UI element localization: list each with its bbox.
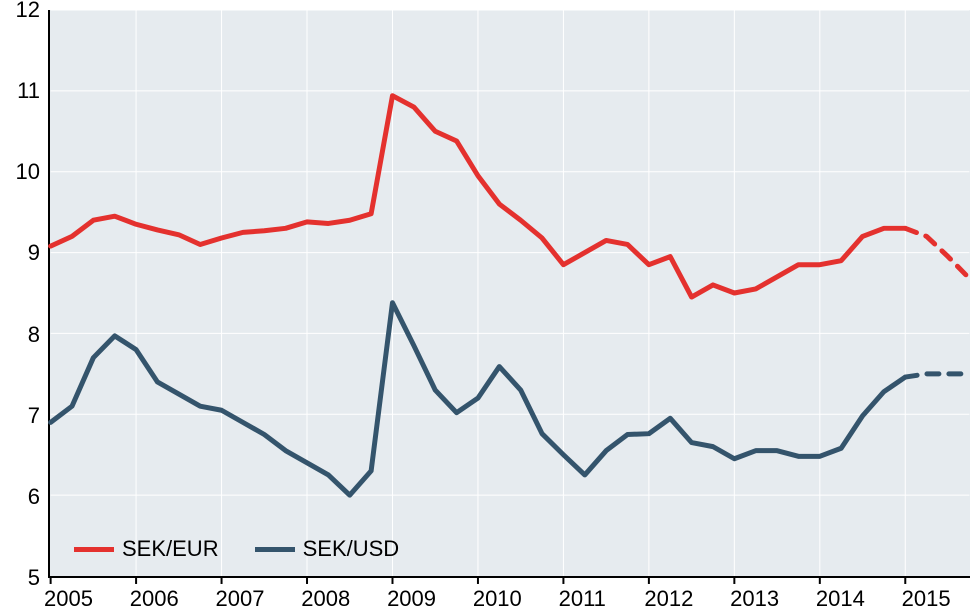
y-tick-label: 11: [0, 78, 40, 104]
x-tick-label: 2015: [902, 586, 951, 612]
legend-label: SEK/USD: [303, 536, 400, 562]
legend-item-sek-usd: SEK/USD: [255, 536, 400, 562]
x-tick-label: 2006: [130, 586, 179, 612]
x-tick-label: 2012: [644, 586, 693, 612]
x-axis-labels: 2005 2006 2007 2008 2009 2010 2011 2012 2013 2014…: [0, 586, 978, 616]
x-tick-label: 2014: [816, 586, 865, 612]
y-tick-label: 6: [0, 484, 40, 510]
legend-item-sek-eur: SEK/EUR: [74, 536, 219, 562]
x-tick-label: 2007: [216, 586, 265, 612]
exchange-rate-chart: 56789101112 2005200620072008200920102011…: [0, 0, 978, 614]
y-tick-label: 12: [0, 0, 40, 23]
y-tick-label: 8: [0, 322, 40, 348]
plot-svg: [50, 10, 970, 576]
x-tick-label: 2011: [559, 586, 606, 612]
series-forecast-sek-eur: [905, 228, 969, 278]
legend: SEK/EUR SEK/USD: [74, 536, 399, 562]
y-tick-label: 9: [0, 240, 40, 266]
y-tick-label: 10: [0, 159, 40, 185]
legend-label: SEK/EUR: [122, 536, 219, 562]
legend-swatch: [255, 547, 295, 552]
x-tick-label: 2013: [730, 586, 779, 612]
y-tick-label: 7: [0, 403, 40, 429]
series-forecast-sek-usd: [905, 374, 969, 377]
x-tick-label: 2009: [387, 586, 436, 612]
plot-area: [48, 10, 970, 578]
x-tick-label: 2005: [44, 586, 93, 612]
x-tick-label: 2010: [473, 586, 522, 612]
y-axis-labels: 56789101112: [0, 0, 40, 614]
x-tick-label: 2008: [301, 586, 350, 612]
legend-swatch: [74, 547, 114, 552]
